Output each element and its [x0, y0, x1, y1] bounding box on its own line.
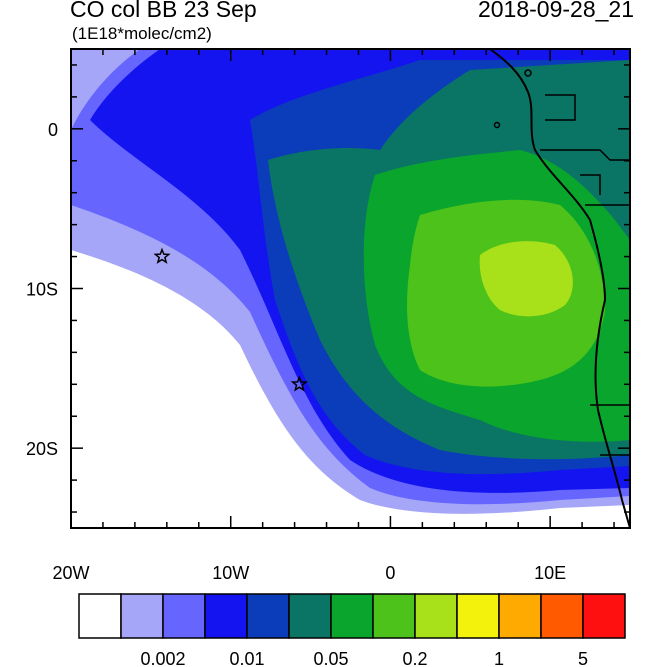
- colorbar-label: 0.01: [229, 649, 264, 667]
- colorbar-swatch: [246, 593, 290, 639]
- island-2: [493, 121, 501, 129]
- colorbar: [78, 593, 626, 639]
- co-field: [71, 49, 630, 528]
- colorbar-swatch: [162, 593, 206, 639]
- axis-ticks: [70, 49, 630, 528]
- station-markers: [153, 247, 309, 392]
- colorbar-swatch: [288, 593, 332, 639]
- colorbar-swatch: [204, 593, 248, 639]
- y-tick-label: 20S: [26, 439, 58, 459]
- y-tick-label: 0: [48, 120, 58, 140]
- x-tick-label: 10W: [212, 563, 249, 583]
- colorbar-swatch: [120, 593, 164, 639]
- star-marker-1: [153, 247, 171, 264]
- colorbar-swatch: [414, 593, 458, 639]
- colorbar-swatch: [582, 593, 626, 639]
- colorbar-label: 5: [578, 649, 588, 667]
- colorbar-label: 0.002: [140, 649, 185, 667]
- x-tick-label: 10E: [534, 563, 566, 583]
- map-title: CO col BB 23 Sep: [70, 0, 257, 22]
- colorbar-swatch: [372, 593, 416, 639]
- y-tick-label: 10S: [26, 280, 58, 300]
- colorbar-swatch: [330, 593, 374, 639]
- colorbar-label: 0.2: [402, 649, 427, 667]
- x-tick-label: 20W: [52, 563, 89, 583]
- star-marker-2: [290, 375, 309, 392]
- x-tick-label: 0: [385, 563, 395, 583]
- units-label: (1E18*molec/cm2): [72, 24, 212, 43]
- country-borders: [540, 94, 630, 456]
- timestamp-label: 2018-09-28_21: [477, 0, 634, 22]
- colorbar-swatch: [456, 593, 500, 639]
- colorbar-swatch: [78, 593, 122, 639]
- coastline: [489, 49, 630, 528]
- colorbar-label: 1: [494, 649, 504, 667]
- colorbar-labels: 0.002 0.01 0.05 0.2 1 5: [140, 649, 588, 667]
- colorbar-label: 0.05: [313, 649, 348, 667]
- colorbar-swatch: [540, 593, 584, 639]
- colorbar-swatch: [498, 593, 542, 639]
- axis-tick-labels: 20W 10W 0 10E 0 10S 20S: [26, 120, 566, 583]
- island-1: [524, 69, 532, 77]
- contour-level-8: [479, 241, 573, 317]
